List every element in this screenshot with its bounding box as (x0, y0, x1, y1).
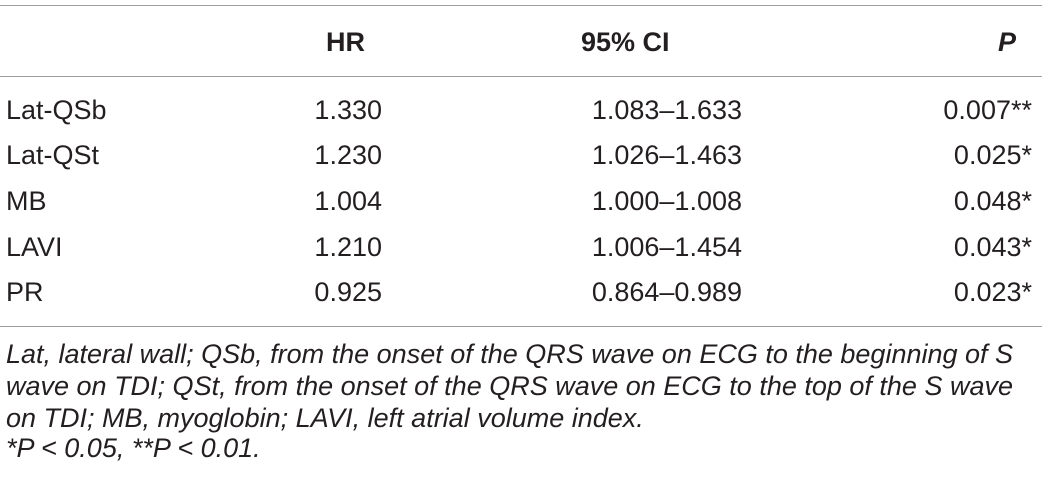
variable-lavi: LAVI (6, 232, 63, 262)
ci-lavi: 1.006–1.454 (591, 232, 742, 262)
p-pr: 0.023* (953, 277, 1032, 307)
header-95-ci: 95% CI (581, 27, 670, 57)
p-lat-qsb: 0.007** (943, 95, 1032, 125)
hr-lat-qsb: 1.330 (314, 95, 382, 125)
ci-mb: 1.000–1.008 (591, 186, 742, 216)
variable-pr: PR (6, 277, 44, 307)
hr-lavi: 1.210 (314, 232, 382, 262)
hr-lat-qst: 1.230 (314, 140, 382, 170)
ci-pr: 0.864–0.989 (591, 277, 742, 307)
hr-pr: 0.925 (314, 277, 382, 307)
ci-lat-qst: 1.026–1.463 (591, 140, 742, 170)
abbreviations-footnote: Lat, lateral wall; QSb, from the onset o… (6, 339, 1014, 433)
ci-lat-qsb: 1.083–1.633 (591, 95, 742, 125)
header-hr: HR (326, 27, 365, 57)
header-rule (0, 76, 1042, 77)
p-lat-qst: 0.025* (953, 140, 1032, 170)
hr-mb: 1.004 (314, 186, 382, 216)
header-p-value: P (997, 27, 1016, 57)
p-lavi: 0.043* (953, 232, 1032, 262)
variable-lat-qsb: Lat-QSb (6, 95, 107, 125)
bottom-rule (0, 326, 1042, 327)
variable-mb: MB (6, 186, 47, 216)
top-rule (0, 5, 1042, 6)
significance-footnote: *P < 0.05, **P < 0.01. (6, 433, 261, 463)
p-mb: 0.048* (953, 186, 1032, 216)
variable-lat-qst: Lat-QSt (6, 140, 100, 170)
